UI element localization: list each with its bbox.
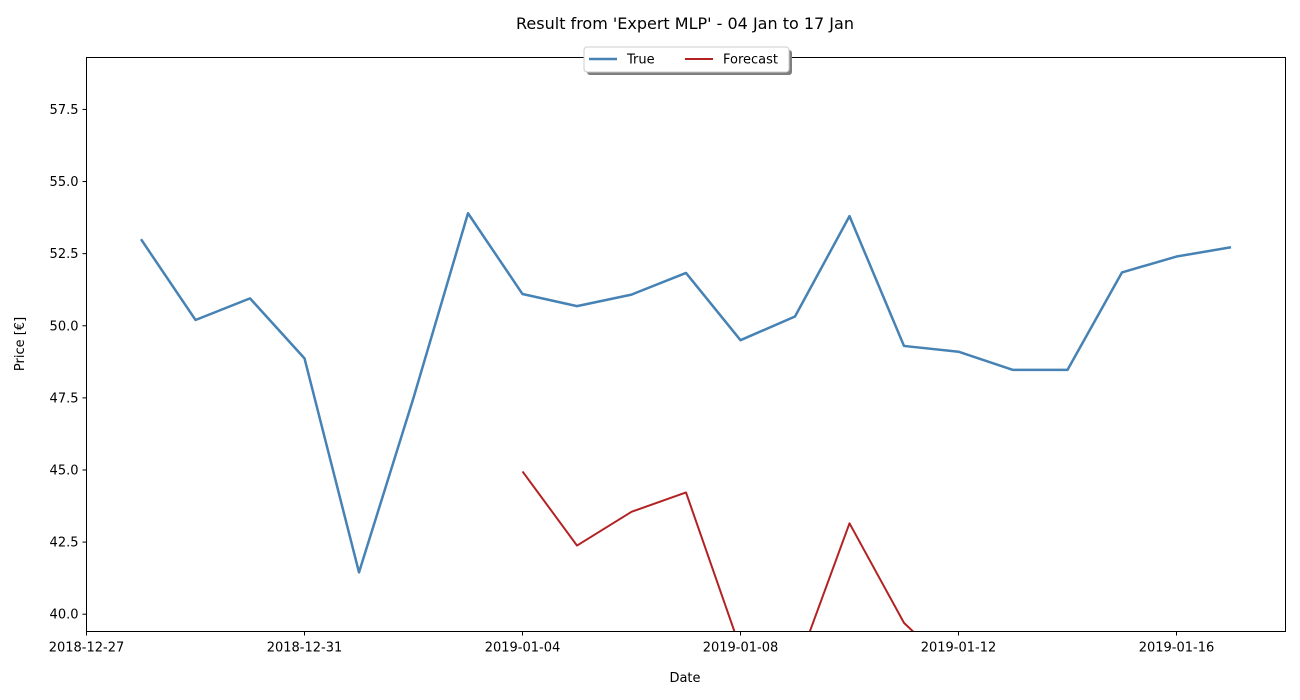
legend-label-true: True — [626, 53, 655, 68]
x-tick-label: 2019-01-16 — [1139, 641, 1215, 656]
legend: True Forecast — [583, 46, 792, 75]
y-axis-label: Price [€] — [13, 317, 28, 371]
y-tick-label: 40.0 — [50, 608, 79, 623]
y-tick-label: 52.5 — [50, 247, 79, 262]
y-tick-label: 45.0 — [50, 463, 79, 478]
x-tick-label: 2018-12-31 — [267, 641, 343, 656]
x-tick-label: 2019-01-12 — [921, 641, 997, 656]
x-tick-label: 2019-01-04 — [485, 641, 561, 656]
y-tick-label: 42.5 — [50, 536, 79, 551]
chart-title: Result from 'Expert MLP' - 04 Jan to 17 … — [516, 14, 854, 33]
y-tick-label: 57.5 — [50, 103, 79, 118]
series-layer — [139, 212, 1232, 632]
ticks-layer: 2018-12-27 2018-12-31 2019-01-04 2019-01-08… — [49, 103, 1215, 656]
y-tick-label: 47.5 — [50, 391, 79, 406]
y-tick-label: 50.0 — [50, 319, 79, 334]
x-tick-label: 2018-12-27 — [49, 641, 125, 656]
x-tick-label: 2019-01-08 — [703, 641, 779, 656]
plot-frame — [86, 57, 1286, 632]
series-line-forecast — [521, 470, 915, 632]
legend-label-forecast: Forecast — [723, 53, 778, 68]
series-line-true — [139, 212, 1232, 574]
x-axis-label: Date — [669, 671, 700, 686]
y-tick-label: 55.0 — [50, 175, 79, 190]
